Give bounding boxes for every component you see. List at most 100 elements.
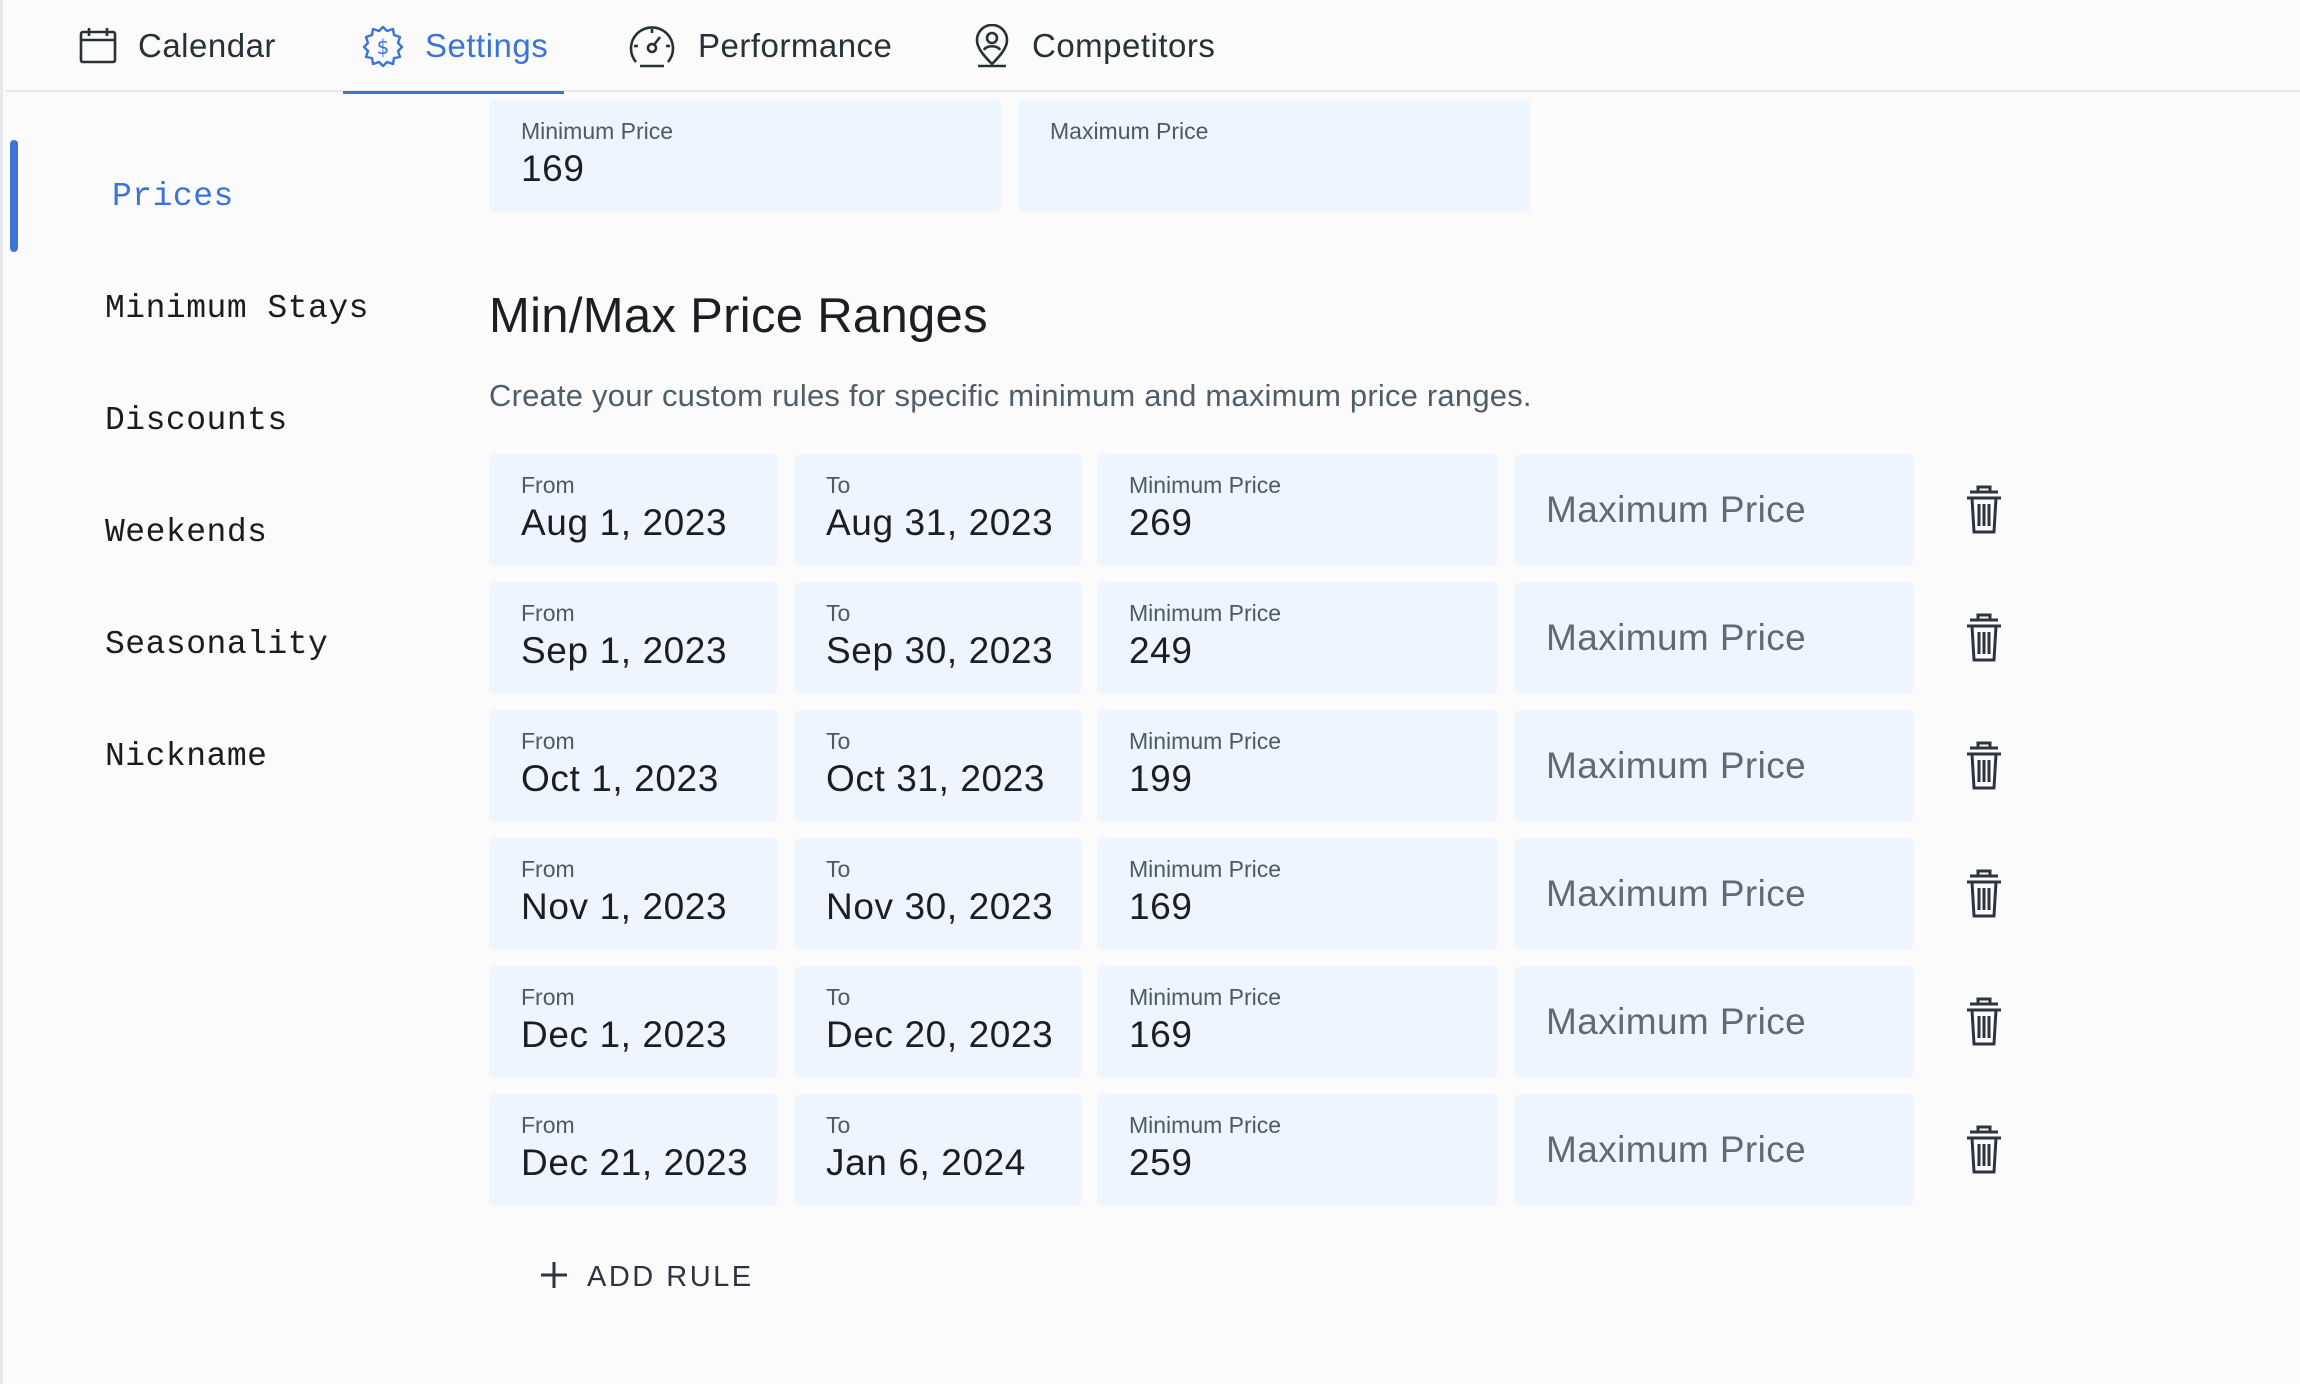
delete-rule-trash-icon[interactable] <box>1960 610 2008 666</box>
sidebar-item-label: Minimum Stays <box>105 289 369 327</box>
field-value: 269 <box>1129 502 1193 543</box>
plus-icon <box>539 1260 569 1295</box>
field-value: Nov 1, 2023 <box>521 886 728 927</box>
location-person-icon <box>972 24 1012 68</box>
sidebar-item-discounts[interactable]: Discounts <box>6 364 426 476</box>
svg-text:$: $ <box>377 35 390 59</box>
field-label: To <box>826 728 851 754</box>
field-label: From <box>521 856 575 882</box>
rule-from-field[interactable]: From Dec 21, 2023 <box>489 1094 777 1206</box>
field-label: To <box>826 856 851 882</box>
rule-from-field[interactable]: From Dec 1, 2023 <box>489 966 777 1078</box>
tab-performance-label: Performance <box>698 27 893 64</box>
field-value: 259 <box>1129 1142 1193 1183</box>
rule-min-field[interactable]: Minimum Price 259 <box>1097 1094 1497 1206</box>
top-navigation: Calendar $ Settings <box>6 0 2300 94</box>
section-title: Min/Max Price Ranges <box>489 289 988 343</box>
field-value: Jan 6, 2024 <box>826 1142 1026 1183</box>
tab-competitors-label: Competitors <box>1032 27 1216 64</box>
rule-to-field[interactable]: To Nov 30, 2023 <box>794 838 1082 950</box>
field-label: Minimum Price <box>1129 984 1282 1010</box>
field-value: Dec 20, 2023 <box>826 1014 1054 1055</box>
rule-max-field[interactable]: Maximum Price <box>1514 966 1914 1078</box>
rule-max-field[interactable]: Maximum Price <box>1514 454 1914 566</box>
rule-from-field[interactable]: From Aug 1, 2023 <box>489 454 777 566</box>
rule-to-field[interactable]: To Aug 31, 2023 <box>794 454 1082 566</box>
field-label: Maximum Price <box>1050 118 1209 144</box>
sidebar-item-seasonality[interactable]: Seasonality <box>6 588 426 700</box>
rule-min-field[interactable]: Minimum Price 169 <box>1097 838 1497 950</box>
sidebar-item-minimum-stays[interactable]: Minimum Stays <box>6 252 426 364</box>
field-label: Minimum Price <box>1129 1112 1282 1138</box>
sidebar-item-weekends[interactable]: Weekends <box>6 476 426 588</box>
sidebar-item-label: Weekends <box>105 513 268 551</box>
field-value: 169 <box>1129 886 1193 927</box>
delete-rule-trash-icon[interactable] <box>1960 738 2008 794</box>
field-label: Minimum Price <box>1129 728 1282 754</box>
gauge-icon <box>626 22 678 70</box>
tab-calendar-label: Calendar <box>138 27 276 64</box>
field-label: From <box>521 728 575 754</box>
rule-to-field[interactable]: To Dec 20, 2023 <box>794 966 1082 1078</box>
base-minimum-price-field[interactable]: Minimum Price 169 <box>489 100 1001 212</box>
field-label: Minimum Price <box>1129 472 1282 498</box>
field-label: To <box>826 600 851 626</box>
delete-rule-trash-icon[interactable] <box>1960 866 2008 922</box>
field-value: Oct 31, 2023 <box>826 758 1046 799</box>
rule-from-field[interactable]: From Oct 1, 2023 <box>489 710 777 822</box>
sidebar-active-indicator <box>10 140 18 252</box>
calendar-icon <box>78 26 118 66</box>
delete-rule-trash-icon[interactable] <box>1960 1122 2008 1178</box>
field-value: Oct 1, 2023 <box>521 758 719 799</box>
add-rule-button[interactable]: ADD RULE <box>539 1250 754 1304</box>
field-value: 169 <box>521 148 585 189</box>
rule-max-field[interactable]: Maximum Price <box>1514 582 1914 694</box>
sidebar-item-nickname[interactable]: Nickname <box>6 700 426 812</box>
tab-calendar[interactable]: Calendar <box>78 0 276 92</box>
field-label: From <box>521 1112 575 1138</box>
sidebar-item-label: Seasonality <box>105 625 329 663</box>
add-rule-label: ADD RULE <box>587 1260 754 1293</box>
sidebar-item-label: Discounts <box>105 401 288 439</box>
tab-performance[interactable]: Performance <box>626 0 892 92</box>
field-placeholder: Maximum Price <box>1546 489 1807 530</box>
field-label: To <box>826 1112 851 1138</box>
sidebar-item-prices[interactable]: Prices <box>6 140 426 252</box>
field-value: 199 <box>1129 758 1193 799</box>
field-label: Minimum Price <box>1129 600 1282 626</box>
rule-min-field[interactable]: Minimum Price 269 <box>1097 454 1497 566</box>
field-label: From <box>521 984 575 1010</box>
field-value: Nov 30, 2023 <box>826 886 1054 927</box>
delete-rule-trash-icon[interactable] <box>1960 994 2008 1050</box>
field-label: From <box>521 600 575 626</box>
rule-max-field[interactable]: Maximum Price <box>1514 838 1914 950</box>
sidebar-item-label: Nickname <box>105 737 268 775</box>
field-placeholder: Maximum Price <box>1546 873 1807 914</box>
rule-min-field[interactable]: Minimum Price 169 <box>1097 966 1497 1078</box>
rule-to-field[interactable]: To Oct 31, 2023 <box>794 710 1082 822</box>
rule-min-field[interactable]: Minimum Price 249 <box>1097 582 1497 694</box>
settings-sidebar: Prices Minimum Stays Discounts Weekends … <box>6 94 426 1384</box>
tab-competitors[interactable]: Competitors <box>972 0 1215 92</box>
rule-to-field[interactable]: To Jan 6, 2024 <box>794 1094 1082 1206</box>
field-value: Sep 1, 2023 <box>521 630 728 671</box>
rule-max-field[interactable]: Maximum Price <box>1514 710 1914 822</box>
base-maximum-price-field[interactable]: Maximum Price <box>1018 100 1530 212</box>
delete-rule-trash-icon[interactable] <box>1960 482 2008 538</box>
tab-settings[interactable]: $ Settings <box>342 0 565 94</box>
field-label: Minimum Price <box>1129 856 1282 882</box>
rule-from-field[interactable]: From Sep 1, 2023 <box>489 582 777 694</box>
rule-to-field[interactable]: To Sep 30, 2023 <box>794 582 1082 694</box>
section-description: Create your custom rules for specific mi… <box>489 378 1532 413</box>
field-placeholder: Maximum Price <box>1546 617 1807 658</box>
field-value: Aug 31, 2023 <box>826 502 1054 543</box>
sidebar-item-label: Prices <box>112 177 234 215</box>
rule-from-field[interactable]: From Nov 1, 2023 <box>489 838 777 950</box>
field-placeholder: Maximum Price <box>1546 745 1807 786</box>
field-placeholder: Maximum Price <box>1546 1001 1807 1042</box>
field-value: Dec 21, 2023 <box>521 1142 749 1183</box>
rule-max-field[interactable]: Maximum Price <box>1514 1094 1914 1206</box>
rule-min-field[interactable]: Minimum Price 199 <box>1097 710 1497 822</box>
field-label: Minimum Price <box>521 118 674 144</box>
